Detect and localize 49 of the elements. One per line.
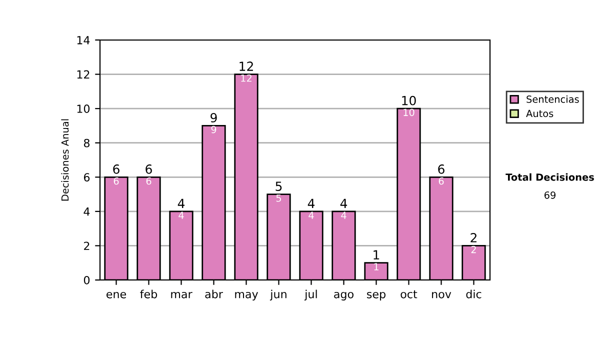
y-tick-label: 4 bbox=[84, 208, 90, 216]
data-label: 6 bbox=[146, 177, 152, 185]
legend-label: Autos bbox=[526, 110, 554, 118]
total-label: 6 bbox=[113, 164, 120, 174]
y-tick-label: 10 bbox=[77, 104, 90, 113]
total-label: 4 bbox=[178, 198, 185, 208]
total-label: 1 bbox=[374, 250, 380, 260]
data-label: 4 bbox=[341, 212, 346, 219]
data-label: 9 bbox=[211, 126, 216, 134]
data-label: 6 bbox=[114, 177, 119, 185]
y-axis-title: Decisiones Anual bbox=[61, 119, 69, 201]
data-label: 10 bbox=[404, 108, 414, 116]
x-tick-label: oct bbox=[400, 290, 418, 298]
x-tick-label: ago bbox=[334, 292, 354, 300]
data-label: 4 bbox=[308, 212, 314, 219]
data-label: 5 bbox=[276, 194, 281, 202]
total-label: 9 bbox=[210, 112, 217, 122]
y-tick-label: 14 bbox=[77, 36, 90, 44]
x-tick-label: jul bbox=[304, 290, 317, 300]
x-tick-label: may bbox=[235, 292, 258, 300]
data-label: 6 bbox=[438, 177, 444, 185]
x-tick-label: abr bbox=[205, 290, 223, 298]
x-tick-label: feb bbox=[140, 290, 158, 298]
x-tick-label: mar bbox=[171, 292, 192, 298]
total-label: 5 bbox=[276, 182, 282, 192]
total-label: 6 bbox=[438, 164, 444, 174]
y-tick-label: 12 bbox=[77, 70, 90, 79]
x-tick-label: ene bbox=[106, 292, 126, 298]
text: Total Decisiones bbox=[506, 173, 594, 181]
total-label: 4 bbox=[308, 198, 315, 208]
data-label: 4 bbox=[178, 212, 184, 219]
total-label: 10 bbox=[402, 96, 416, 106]
x-tick-label: jun bbox=[270, 290, 286, 300]
total-label: 12 bbox=[240, 62, 253, 71]
y-tick-label: 2 bbox=[84, 242, 90, 250]
text: 69 bbox=[544, 191, 556, 199]
data-label: 12 bbox=[241, 74, 252, 82]
y-tick-label: 0 bbox=[84, 276, 90, 284]
legend-label: Sentencias bbox=[526, 95, 579, 103]
total-label: 2 bbox=[470, 232, 476, 242]
x-tick-label: nov bbox=[432, 292, 452, 298]
y-tick-label: 6 bbox=[84, 173, 90, 182]
total-label: 6 bbox=[146, 164, 152, 174]
x-tick-label: sep bbox=[367, 292, 386, 300]
data-label: 1 bbox=[374, 263, 378, 270]
data-label: 2 bbox=[471, 246, 476, 254]
x-tick-label: dic bbox=[466, 290, 482, 298]
total-label: 4 bbox=[340, 198, 348, 208]
y-tick-label: 8 bbox=[84, 138, 90, 148]
